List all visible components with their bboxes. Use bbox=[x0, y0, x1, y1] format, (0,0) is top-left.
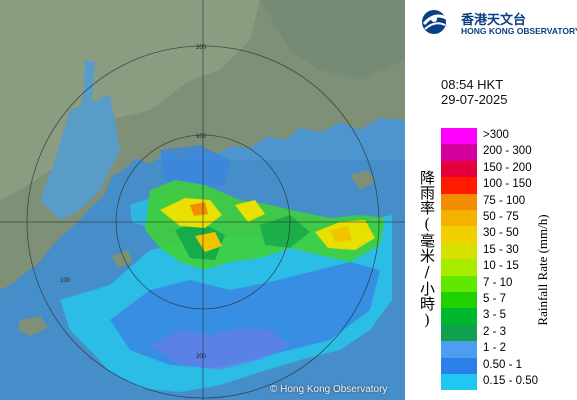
rain-echo-orange-yellow bbox=[330, 226, 352, 242]
legend-label: 2 - 3 bbox=[483, 325, 507, 338]
legend-item: 5 - 7 bbox=[441, 292, 577, 309]
legend-label: 0.50 - 1 bbox=[483, 358, 522, 371]
legend-item: 200 - 300 bbox=[441, 144, 577, 161]
observation-date: 29-07-2025 bbox=[441, 92, 508, 107]
legend-item: 7 - 10 bbox=[441, 275, 577, 292]
legend-title-english: Rainfall Rate (mm/h) bbox=[535, 214, 550, 326]
logo-text-chinese: 香港天文台 bbox=[461, 13, 527, 28]
legend-item: 15 - 30 bbox=[441, 242, 577, 260]
legend-item: 30 - 50 bbox=[441, 226, 577, 243]
legend-label: 7 - 10 bbox=[483, 276, 513, 289]
legend-item: 100 - 150 bbox=[441, 177, 577, 194]
legend-item: 0.15 - 0.50 bbox=[441, 374, 577, 391]
legend-swatch bbox=[441, 193, 477, 210]
rain-echo-dark-green bbox=[260, 215, 310, 248]
legend-swatch bbox=[441, 324, 477, 342]
legend-item: 1 - 2 bbox=[441, 341, 577, 358]
copyright-notice: © Hong Kong Observatory bbox=[270, 384, 388, 395]
small-island bbox=[112, 250, 132, 268]
legend-swatch bbox=[441, 259, 477, 276]
rain-echo-yellow bbox=[160, 198, 222, 228]
legend-swatch bbox=[441, 226, 477, 243]
observation-time: 08:54 HKT bbox=[441, 77, 504, 92]
legend-item: 3 - 5 bbox=[441, 308, 577, 325]
legend-swatch bbox=[441, 177, 477, 194]
legend-label: 150 - 200 bbox=[483, 161, 532, 174]
ring-label-north-outer: 200 bbox=[196, 45, 207, 51]
small-island bbox=[18, 316, 48, 336]
rain-echo-orange-yellow bbox=[195, 232, 222, 252]
mainland-hills-east bbox=[260, 0, 405, 80]
legend-swatch bbox=[441, 374, 477, 391]
legend-item: 75 - 100 bbox=[441, 193, 577, 210]
legend-panel: 香港天文台 HONG KONG OBSERVATORY 08:54 HKT 29… bbox=[405, 0, 577, 400]
legend-label: 5 - 7 bbox=[483, 293, 507, 305]
legend-label: 15 - 30 bbox=[483, 243, 519, 256]
ring-labels: 100 100 200 200 bbox=[60, 45, 207, 360]
legend-label: 100 - 150 bbox=[483, 178, 532, 191]
legend-swatch bbox=[441, 357, 477, 374]
rain-echo-orange bbox=[190, 202, 208, 216]
ring-label-south: 200 bbox=[196, 354, 207, 360]
legend-label: 0.15 - 0.50 bbox=[483, 375, 538, 387]
legend-swatch bbox=[441, 144, 477, 161]
small-island bbox=[350, 170, 375, 190]
pearl-river-estuary bbox=[40, 95, 120, 220]
legend-title-chinese: 降雨率(毫米/小時) bbox=[418, 170, 436, 329]
legend-item: 150 - 200 bbox=[441, 160, 577, 178]
rain-echo-yellow bbox=[235, 200, 265, 222]
radar-map-canvas: 100 100 200 200 bbox=[0, 0, 405, 400]
ring-label-west: 100 bbox=[60, 278, 71, 284]
legend-item: 50 - 75 bbox=[441, 210, 577, 227]
rain-echo-purple bbox=[150, 328, 290, 370]
legend-label: >300 bbox=[483, 129, 509, 141]
legend-label: 200 - 300 bbox=[483, 145, 532, 158]
radar-map[interactable]: 100 100 200 200 © Hong Kong Observatory bbox=[0, 0, 405, 400]
legend-label: 3 - 5 bbox=[483, 309, 507, 322]
legend-swatch bbox=[441, 242, 477, 260]
legend-swatch bbox=[441, 275, 477, 292]
legend-label: 1 - 2 bbox=[483, 342, 507, 355]
hko-logo: 香港天文台 HONG KONG OBSERVATORY bbox=[413, 6, 577, 38]
rain-echo-north bbox=[160, 145, 230, 192]
legend-label: 30 - 50 bbox=[483, 227, 519, 240]
logo-text-english: HONG KONG OBSERVATORY bbox=[461, 26, 577, 36]
ring-label-north-inner: 100 bbox=[196, 134, 207, 140]
legend-swatch bbox=[441, 308, 477, 325]
hko-logo-mark-icon bbox=[422, 10, 447, 34]
legend-item: >300 bbox=[441, 128, 577, 145]
legend-label: 75 - 100 bbox=[483, 194, 526, 207]
legend-item: 2 - 3 bbox=[441, 324, 577, 342]
legend-label: 50 - 75 bbox=[483, 211, 519, 223]
legend-swatch bbox=[441, 210, 477, 227]
legend-swatch bbox=[441, 292, 477, 309]
legend-item: 10 - 15 bbox=[441, 259, 577, 276]
legend-item: 0.50 - 1 bbox=[441, 357, 577, 374]
legend-label: 10 - 15 bbox=[483, 260, 519, 273]
range-rings bbox=[0, 0, 405, 400]
legend-swatch bbox=[441, 128, 477, 145]
legend-swatch bbox=[441, 341, 477, 358]
legend-swatch bbox=[441, 160, 477, 178]
